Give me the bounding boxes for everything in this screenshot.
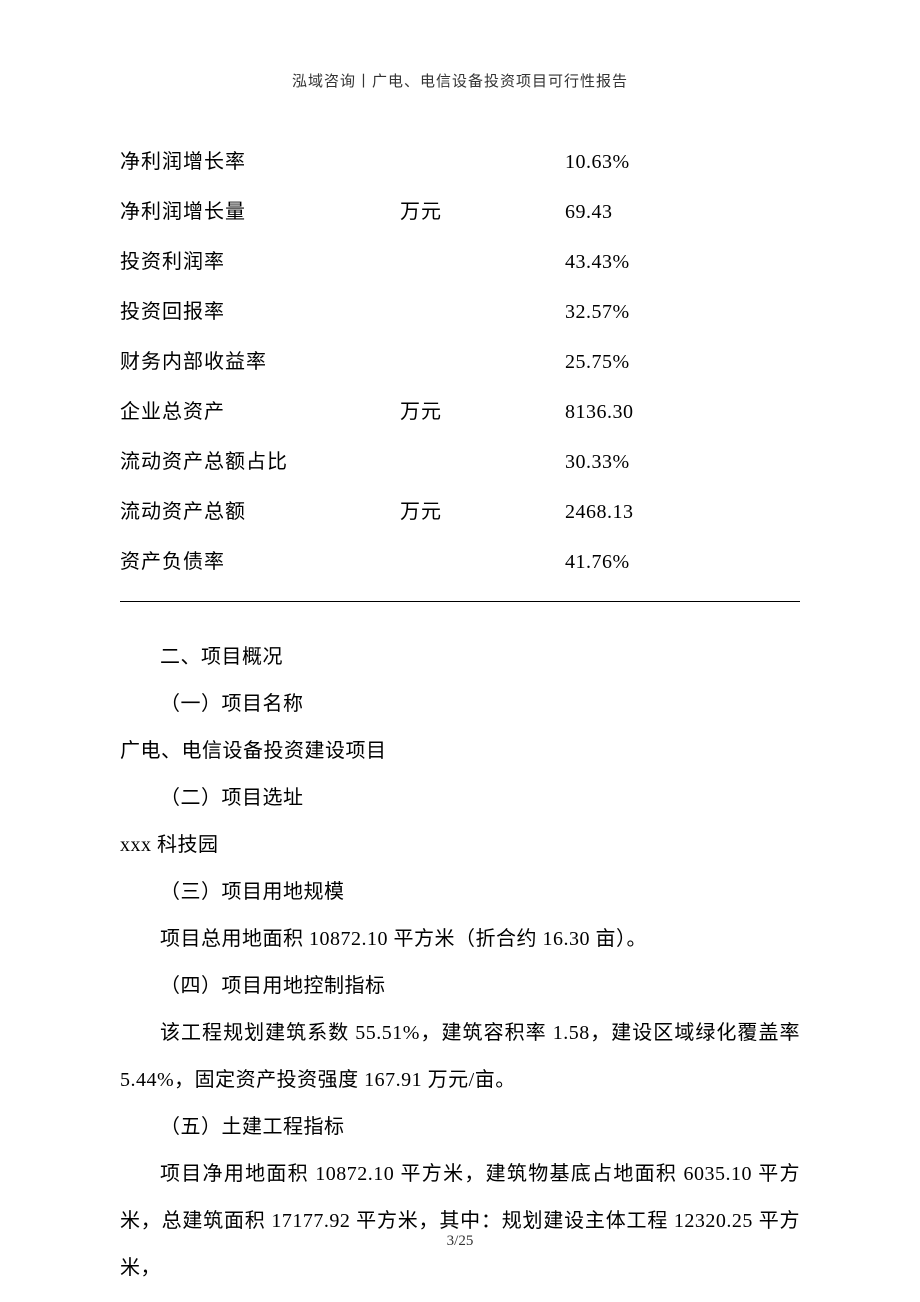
table-row: 企业总资产 万元 8136.30 — [120, 387, 800, 437]
table-row: 净利润增长量 万元 69.43 — [120, 187, 800, 237]
metric-label: 投资回报率 — [120, 296, 400, 328]
table-row: 投资利润率 43.43% — [120, 237, 800, 287]
metric-unit: 万元 — [400, 396, 565, 428]
paragraph: 该工程规划建筑系数 55.51%，建筑容积率 1.58，建设区域绿化覆盖率5.4… — [120, 1010, 800, 1104]
metric-value: 32.57% — [565, 296, 800, 328]
metric-value: 69.43 — [565, 196, 800, 228]
divider — [120, 601, 800, 602]
table-row: 流动资产总额 万元 2468.13 — [120, 487, 800, 537]
page-number: 3/25 — [0, 1233, 920, 1250]
page-header: 泓域咨询丨广电、电信设备投资项目可行性报告 — [120, 70, 800, 91]
metrics-table: 净利润增长率 10.63% 净利润增长量 万元 69.43 投资利润率 43.4… — [120, 137, 800, 587]
subsection-heading: （四）项目用地控制指标 — [120, 963, 800, 1010]
metric-unit: 万元 — [400, 196, 565, 228]
subsection-heading: （五）土建工程指标 — [120, 1104, 800, 1151]
metric-unit: 万元 — [400, 496, 565, 528]
body-text: 二、项目概况 （一）项目名称 广电、电信设备投资建设项目 （二）项目选址 xxx… — [120, 634, 800, 1292]
metric-value: 30.33% — [565, 446, 800, 478]
paragraph: xxx 科技园 — [120, 822, 800, 869]
section-heading: 二、项目概况 — [120, 634, 800, 681]
metric-value: 10.63% — [565, 146, 800, 178]
metric-label: 净利润增长量 — [120, 196, 400, 228]
metric-label: 流动资产总额 — [120, 496, 400, 528]
table-row: 流动资产总额占比 30.33% — [120, 437, 800, 487]
subsection-heading: （三）项目用地规模 — [120, 869, 800, 916]
table-row: 财务内部收益率 25.75% — [120, 337, 800, 387]
metric-label: 净利润增长率 — [120, 146, 400, 178]
subsection-heading: （一）项目名称 — [120, 681, 800, 728]
table-row: 净利润增长率 10.63% — [120, 137, 800, 187]
metric-label: 资产负债率 — [120, 546, 400, 578]
metric-value: 2468.13 — [565, 496, 800, 528]
metric-label: 投资利润率 — [120, 246, 400, 278]
paragraph: 广电、电信设备投资建设项目 — [120, 728, 800, 775]
metric-value: 25.75% — [565, 346, 800, 378]
metric-label: 财务内部收益率 — [120, 346, 400, 378]
table-row: 资产负债率 41.76% — [120, 537, 800, 587]
metric-label: 企业总资产 — [120, 396, 400, 428]
page: 泓域咨询丨广电、电信设备投资项目可行性报告 净利润增长率 10.63% 净利润增… — [0, 0, 920, 1302]
table-row: 投资回报率 32.57% — [120, 287, 800, 337]
metric-value: 8136.30 — [565, 396, 800, 428]
subsection-heading: （二）项目选址 — [120, 775, 800, 822]
metric-value: 43.43% — [565, 246, 800, 278]
paragraph: 项目净用地面积 10872.10 平方米，建筑物基底占地面积 6035.10 平… — [120, 1151, 800, 1292]
metric-value: 41.76% — [565, 546, 800, 578]
paragraph: 项目总用地面积 10872.10 平方米（折合约 16.30 亩）。 — [120, 916, 800, 963]
metric-label: 流动资产总额占比 — [120, 446, 400, 478]
